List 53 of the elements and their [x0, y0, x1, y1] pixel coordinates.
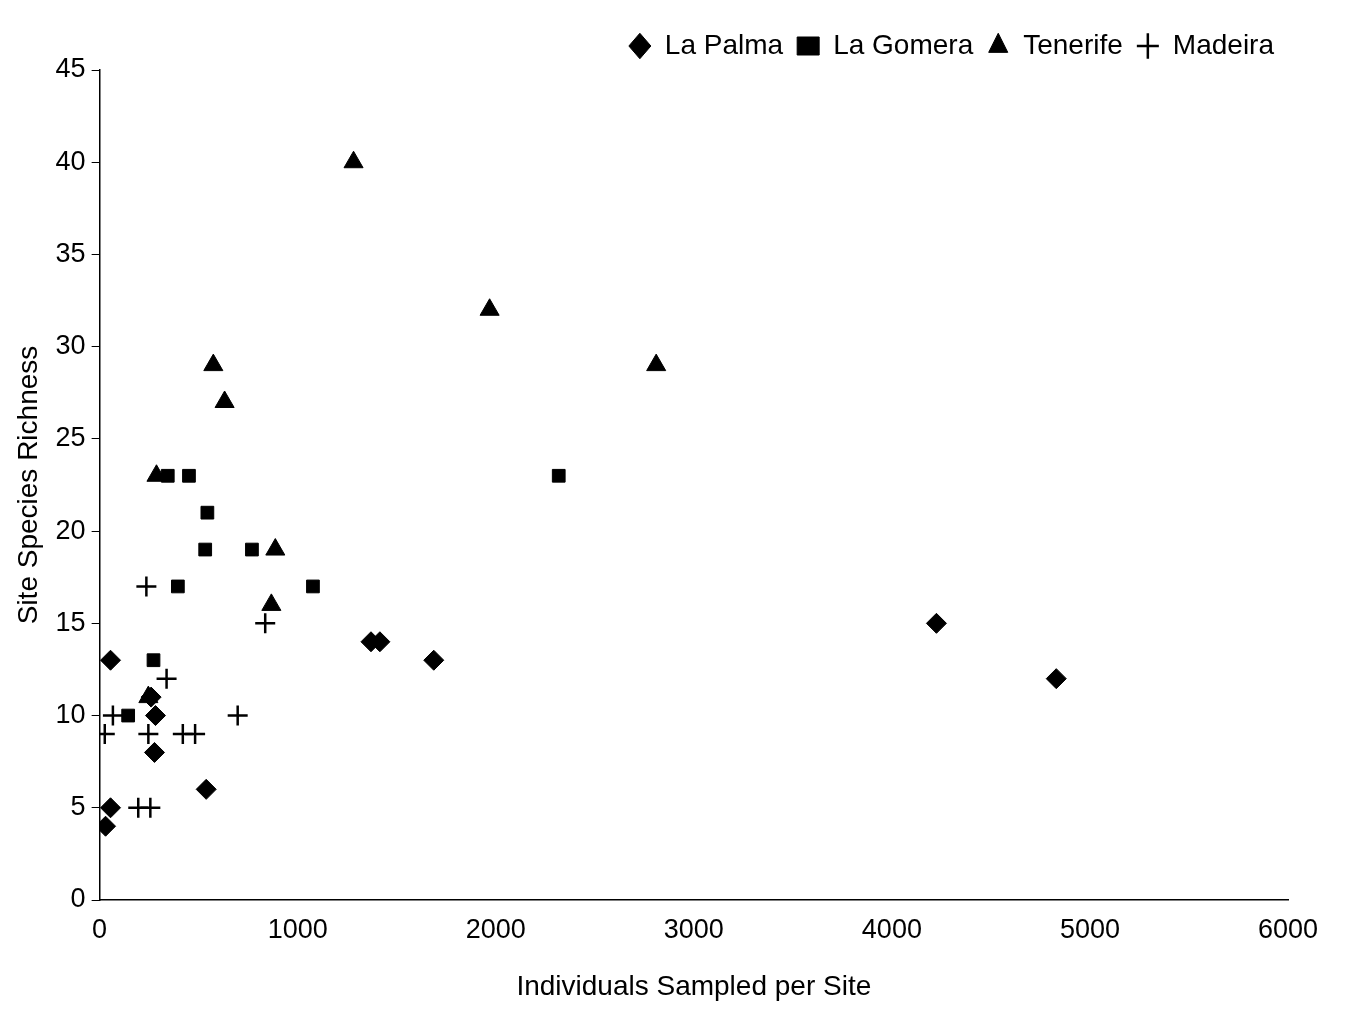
point — [171, 579, 185, 594]
point — [646, 353, 667, 372]
x-tick-label: 5000 — [1059, 913, 1120, 944]
point — [137, 722, 160, 746]
x-tick-label: 0 — [92, 913, 108, 944]
point — [198, 542, 213, 557]
legend-label: La Gomera — [833, 28, 974, 60]
point — [1045, 668, 1067, 690]
point — [155, 667, 178, 690]
point — [183, 722, 207, 746]
point — [146, 653, 161, 668]
point — [203, 353, 224, 372]
y-tick-label: 30 — [55, 330, 86, 361]
point — [226, 704, 249, 727]
point — [551, 468, 566, 483]
point — [253, 612, 277, 635]
point — [182, 468, 196, 483]
point — [100, 649, 122, 671]
point — [925, 612, 947, 634]
y-tick-label: 15 — [55, 606, 86, 637]
legend-label: Tenerife — [1023, 28, 1123, 60]
y-tick-label: 40 — [55, 145, 86, 176]
x-tick-label: 4000 — [861, 913, 922, 944]
point — [343, 150, 364, 169]
point — [144, 741, 165, 763]
point — [195, 778, 217, 800]
legend-label: La Palma — [664, 28, 784, 60]
point — [100, 797, 122, 819]
y-axis-title: Site Species Richness — [11, 345, 43, 625]
point — [135, 575, 158, 598]
y-tick-label: 5 — [70, 791, 86, 822]
point — [214, 390, 235, 408]
point — [245, 542, 259, 557]
point — [479, 298, 500, 316]
point — [423, 649, 445, 671]
point — [265, 538, 286, 556]
y-tick-label: 25 — [55, 422, 86, 453]
point — [144, 705, 166, 727]
x-tick-label: 1000 — [267, 913, 328, 944]
x-tick-label: 6000 — [1257, 913, 1319, 944]
x-axis-title: Individuals Sampled per Site — [516, 969, 872, 1001]
y-tick-label: 20 — [55, 514, 86, 545]
point — [121, 708, 136, 723]
x-tick-label: 2000 — [465, 913, 526, 944]
y-tick-label: 35 — [55, 237, 86, 268]
y-tick-label: 0 — [70, 883, 86, 914]
point — [200, 505, 215, 520]
y-tick-label: 45 — [55, 53, 86, 84]
point — [139, 796, 162, 820]
legend-label: Madeira — [1172, 28, 1275, 60]
y-tick-label: 10 — [55, 699, 86, 730]
point — [306, 579, 320, 594]
x-tick-label: 3000 — [663, 913, 724, 944]
